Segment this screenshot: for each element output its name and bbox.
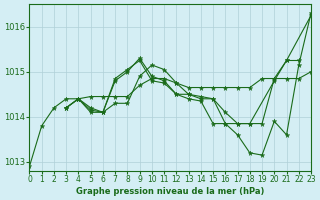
X-axis label: Graphe pression niveau de la mer (hPa): Graphe pression niveau de la mer (hPa) bbox=[76, 187, 264, 196]
